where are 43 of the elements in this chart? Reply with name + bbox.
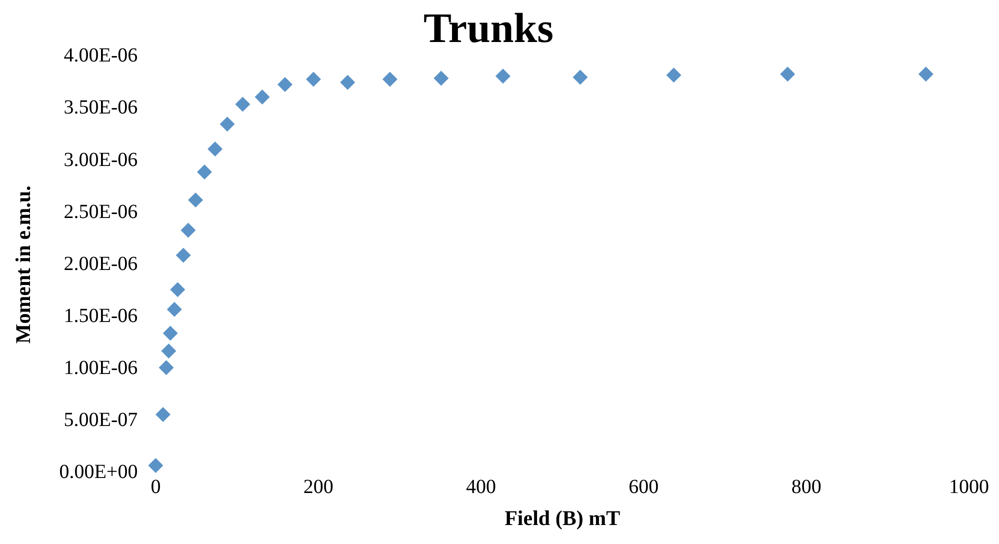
x-tick-label: 400 bbox=[466, 476, 496, 498]
point bbox=[156, 407, 171, 422]
point bbox=[196, 164, 212, 180]
point bbox=[158, 360, 174, 376]
point bbox=[180, 222, 196, 238]
point bbox=[188, 192, 204, 208]
y-tick-label: 1.50E-06 bbox=[64, 304, 138, 327]
y-tick-label: 4.00E-06 bbox=[64, 44, 138, 67]
chart-title: Trunks bbox=[424, 6, 554, 52]
point bbox=[208, 142, 223, 157]
y-tick-label: 3.00E-06 bbox=[64, 148, 138, 171]
point bbox=[780, 66, 796, 82]
point bbox=[161, 344, 176, 359]
point bbox=[434, 70, 449, 86]
y-tick-label: 1.00E-06 bbox=[64, 356, 138, 379]
point bbox=[666, 68, 682, 83]
y-tick-label: 0.00E+00 bbox=[59, 461, 138, 484]
x-tick-label: 600 bbox=[628, 476, 659, 498]
y-tick-label: 3.50E-06 bbox=[64, 96, 138, 119]
point bbox=[918, 66, 934, 82]
x-tick-label: 800 bbox=[791, 476, 822, 498]
point bbox=[495, 68, 510, 84]
y-axis-title: Moment in e.m.u. bbox=[11, 186, 36, 344]
y-tick-label: 2.00E-06 bbox=[64, 252, 138, 275]
point bbox=[170, 282, 186, 298]
point bbox=[306, 72, 321, 87]
y-tick-label: 2.50E-06 bbox=[64, 200, 138, 223]
x-tick-label: 200 bbox=[303, 476, 334, 498]
x-tick-label: 1000 bbox=[949, 476, 989, 498]
point bbox=[148, 458, 164, 474]
point bbox=[235, 96, 250, 112]
point bbox=[572, 70, 588, 85]
point bbox=[340, 74, 356, 90]
point bbox=[278, 77, 293, 92]
point bbox=[162, 326, 178, 341]
x-tick-label: 0 bbox=[150, 476, 161, 498]
point bbox=[220, 116, 235, 132]
x-axis-title: Field (B) mT bbox=[504, 506, 620, 530]
y-tick-label: 5.00E-07 bbox=[64, 409, 138, 431]
point bbox=[254, 90, 270, 104]
point bbox=[382, 72, 398, 87]
point bbox=[166, 302, 182, 317]
point bbox=[176, 248, 191, 263]
